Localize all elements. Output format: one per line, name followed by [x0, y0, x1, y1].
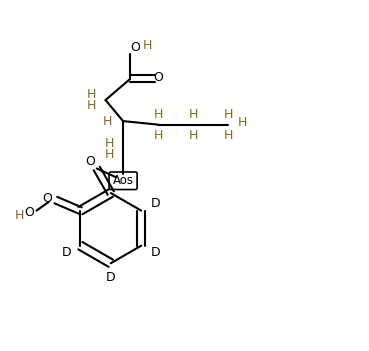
- Text: H: H: [143, 39, 152, 52]
- Text: H: H: [154, 128, 163, 142]
- Text: H: H: [103, 114, 112, 128]
- FancyBboxPatch shape: [109, 172, 137, 190]
- Text: H: H: [104, 148, 114, 161]
- Text: O: O: [85, 155, 95, 168]
- Text: H: H: [224, 107, 233, 121]
- Text: D: D: [62, 246, 71, 259]
- Text: O: O: [153, 71, 163, 84]
- Text: H: H: [189, 128, 198, 142]
- Text: D: D: [151, 197, 160, 210]
- Text: D: D: [106, 271, 115, 284]
- Text: H: H: [238, 116, 247, 130]
- Text: O: O: [25, 206, 34, 219]
- Text: H: H: [104, 137, 114, 151]
- Text: H: H: [14, 209, 24, 223]
- Text: D: D: [151, 246, 160, 259]
- Text: H: H: [154, 107, 163, 121]
- Text: H: H: [189, 107, 198, 121]
- Text: Aos: Aos: [113, 174, 134, 187]
- Text: H: H: [87, 88, 96, 101]
- Text: H: H: [87, 99, 96, 112]
- Text: O: O: [42, 192, 52, 205]
- Text: H: H: [224, 128, 233, 142]
- Text: O: O: [130, 41, 140, 54]
